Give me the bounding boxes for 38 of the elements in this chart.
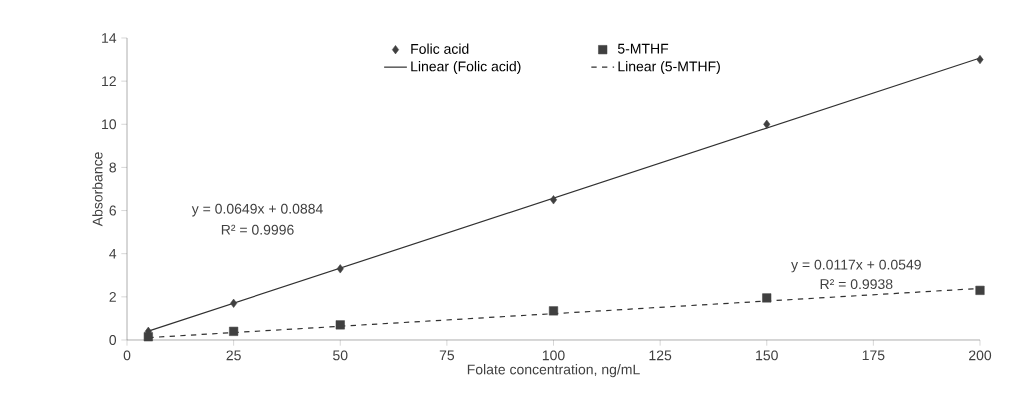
point [548,306,559,316]
y-tick-label: 4 [109,248,117,259]
x-axis-title: Folate concentration, ng/mL [467,364,640,378]
y-tick-label: 14 [102,33,117,43]
legend-label: Linear (Folic acid) [411,61,521,75]
y-tick-label: 2 [109,291,116,302]
annotation: R² = 0.9996 [221,224,294,235]
x-tick-label: 100 [542,350,565,361]
x-tick-label: 175 [862,350,885,361]
y-tick-label: 0 [109,335,117,345]
legend-label: Linear (5-MTHF) [618,61,720,75]
point [762,293,772,303]
y-tick-label: 8 [109,162,116,173]
point [550,195,557,205]
annotation: R² = 0.9938 [820,279,893,290]
x-tick-label: 25 [226,350,241,361]
point [763,119,771,129]
annotation: y = 0.0649x + 0.0884 [191,203,323,217]
point [975,285,985,295]
y-tick-label: 10 [102,119,117,130]
point [230,298,238,308]
annotation: y = 0.0117x + 0.0549 [791,259,921,273]
y-axis-title: Absorbance [92,152,103,227]
x-tick-label: 150 [756,350,778,361]
legend-label: 5-MTHF [617,43,669,54]
y-tick-label: 6 [109,205,116,216]
point [335,320,345,330]
x-tick-label: 50 [333,350,348,361]
x-tick-label: 75 [439,350,455,361]
point [229,326,239,336]
point [336,264,344,274]
x-tick-label: 0 [123,350,131,361]
x-tick-label: 125 [649,350,672,361]
point [143,332,153,342]
x-tick-label: 200 [969,350,992,361]
y-tick-label: 12 [102,76,116,87]
legend-label: Folic acid [411,43,469,54]
point [976,55,984,65]
